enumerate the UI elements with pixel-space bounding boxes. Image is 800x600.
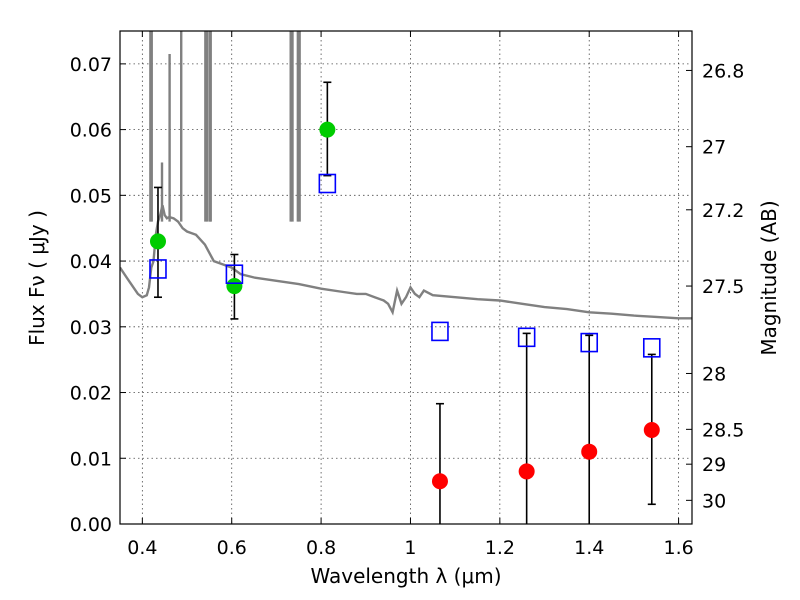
y-tick-label: 0.02	[70, 383, 112, 405]
model-square-marker	[318, 173, 337, 194]
y2-tick-label: 27	[702, 137, 726, 159]
model-square-marker	[225, 264, 244, 285]
observed-flux-point	[518, 463, 535, 480]
plot-frame	[119, 30, 693, 525]
y-ticks: 0.00 0.01 0.02 0.03 0.04 0.05 0.06 0.07	[70, 54, 126, 536]
y-tick-label: 0.03	[70, 317, 112, 339]
y2-tick-label: 28.5	[702, 419, 744, 441]
y-tick-label: 0.04	[70, 251, 112, 273]
observed-flux-point	[319, 121, 336, 138]
observed-flux-point	[581, 443, 598, 460]
y-tick-label: 0.06	[70, 120, 112, 142]
y2-tick-label: 30	[702, 490, 726, 512]
x-tick-label: 0.8	[306, 537, 336, 559]
y-tick-label: 0.00	[70, 514, 112, 536]
model-square-marker	[517, 327, 536, 348]
model-square-marker	[149, 259, 167, 279]
y-tick-label: 0.05	[70, 185, 112, 207]
x-ticks: 0.4 0.6 0.8 1 1.2 1.4 1.6	[127, 31, 694, 559]
model-square-marker	[642, 338, 661, 358]
y2-tick-label: 27.2	[702, 200, 744, 222]
x-tick-label: 0.6	[217, 537, 247, 559]
error-bars	[153, 81, 656, 524]
y-axis-label: Flux Fν ( μJy )	[25, 210, 49, 346]
y2-axis-label: Magnitude (AB)	[757, 200, 781, 355]
magnitude-ticks: 26.8 27 27.2 27.5 28 28.5 29 30	[686, 60, 744, 512]
x-tick-label: 1	[404, 537, 416, 559]
model-square-marker	[431, 321, 449, 342]
observed-flux-point	[643, 422, 660, 439]
model-square-marker	[580, 332, 599, 353]
observed-flux-point	[226, 278, 243, 295]
observed-flux-point	[149, 233, 166, 250]
y2-tick-label: 28	[702, 363, 726, 385]
x-tick-label: 1.6	[663, 537, 693, 559]
x-axis-label: Wavelength λ (μm)	[310, 564, 501, 588]
data-markers	[149, 121, 661, 490]
x-tick-label: 1.2	[485, 537, 515, 559]
y-tick-label: 0.01	[70, 448, 112, 470]
y-tick-label: 0.07	[70, 54, 112, 76]
y2-tick-label: 29	[702, 454, 726, 476]
y2-tick-label: 26.8	[702, 60, 744, 82]
x-tick-label: 1.4	[574, 537, 604, 559]
y2-tick-label: 27.5	[702, 276, 744, 298]
spectrum-continuum	[120, 204, 692, 320]
observed-flux-point	[431, 473, 448, 490]
model-spectrum	[120, 31, 692, 320]
x-tick-label: 0.4	[127, 537, 157, 559]
